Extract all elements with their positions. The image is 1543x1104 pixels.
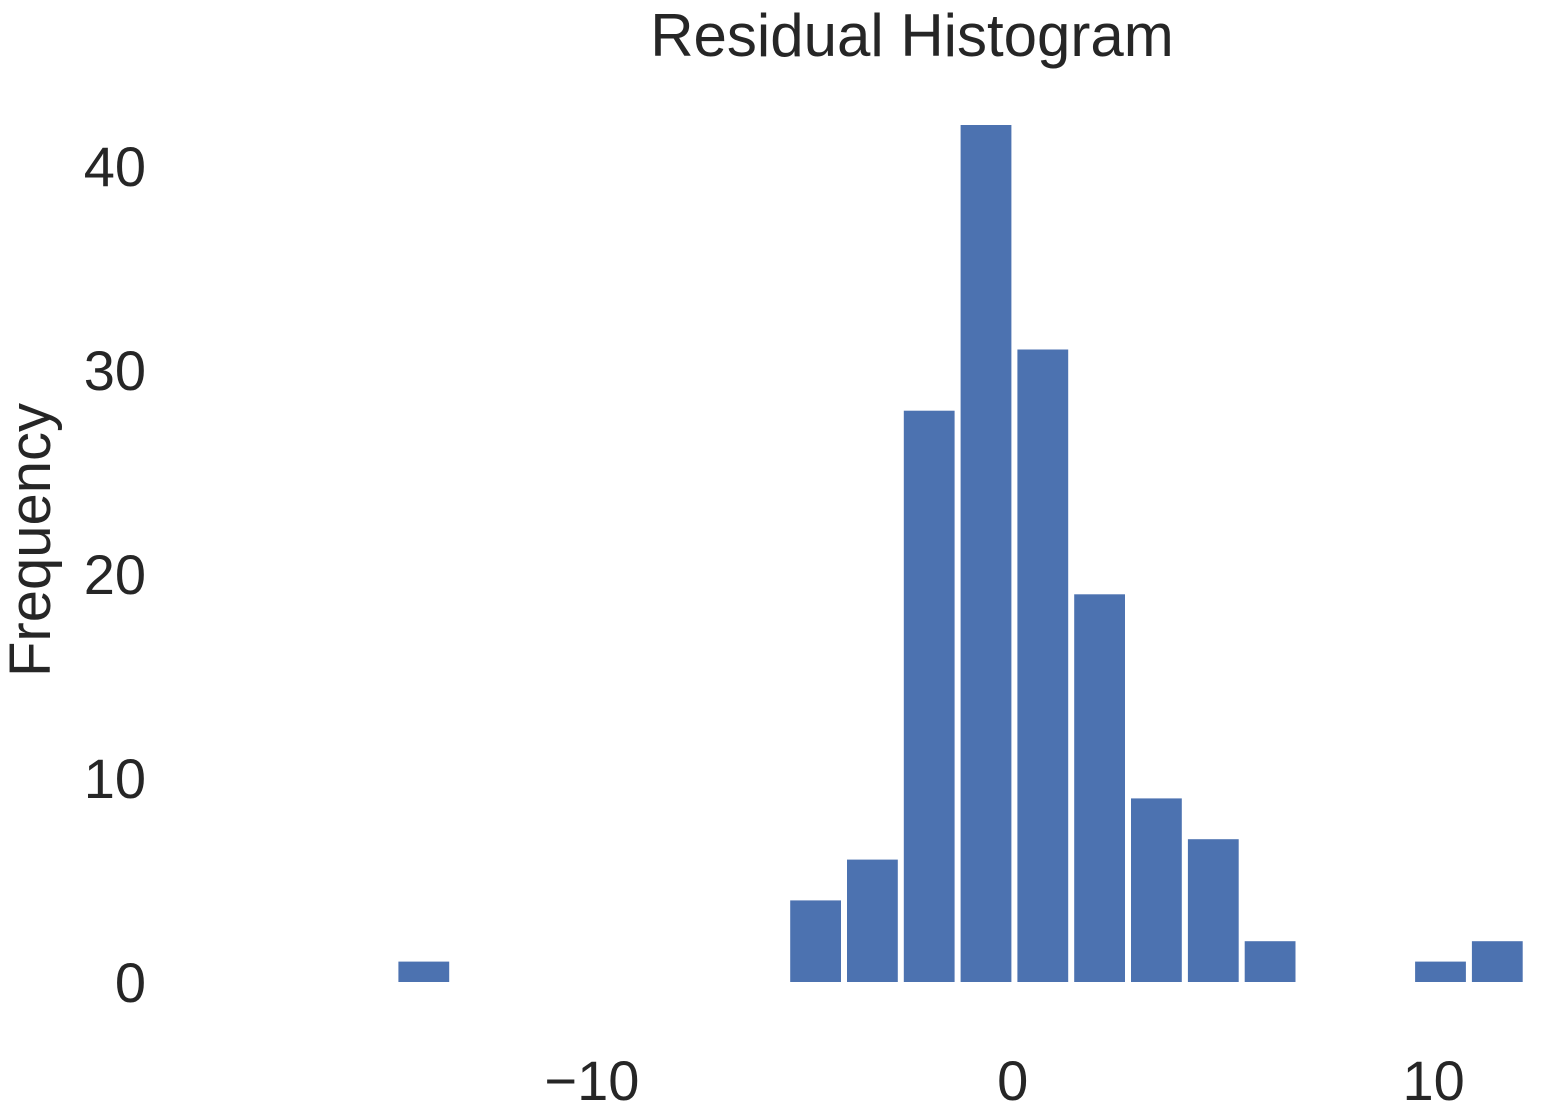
histogram-bar [1471, 941, 1523, 982]
x-tick-label: 0 [997, 1049, 1028, 1104]
histogram-bar [1415, 961, 1466, 982]
y-axis-label: Frequency [0, 403, 63, 677]
histogram-bar [1017, 349, 1069, 982]
histogram-bar [1131, 798, 1182, 982]
chart-title: Residual Histogram [650, 2, 1174, 69]
x-tick-label: −10 [544, 1049, 639, 1104]
histogram-bar [1244, 941, 1296, 982]
histogram-bar [790, 900, 841, 982]
y-tick-label: 0 [115, 951, 146, 1014]
y-tick-label: 20 [84, 543, 146, 606]
bars-group [398, 125, 1523, 982]
histogram-bar [1074, 594, 1125, 982]
histogram-bar [960, 125, 1012, 982]
y-tick-label: 30 [84, 339, 146, 402]
histogram-bar [903, 410, 955, 982]
x-tick-labels: −10 0 10 [544, 1049, 1464, 1104]
histogram-bar [847, 859, 898, 982]
y-tick-labels: 0 10 20 30 40 [84, 135, 146, 1014]
histogram-bar [1187, 839, 1239, 982]
y-tick-label: 10 [84, 747, 146, 810]
histogram-bar [398, 961, 450, 982]
y-tick-label: 40 [84, 135, 146, 198]
x-tick-label: 10 [1402, 1049, 1464, 1104]
